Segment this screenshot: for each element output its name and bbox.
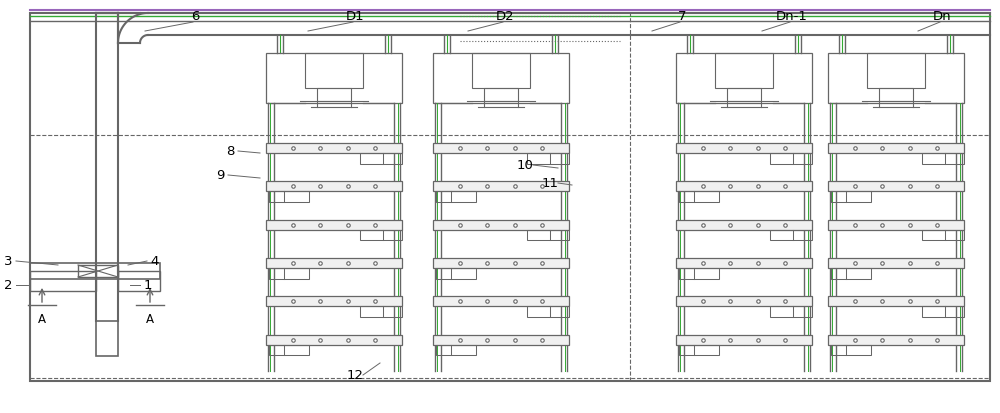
Text: 7: 7 xyxy=(678,10,686,24)
Bar xyxy=(828,335,964,345)
Bar xyxy=(266,258,402,268)
Bar xyxy=(831,192,871,202)
Bar xyxy=(433,144,569,154)
Bar xyxy=(527,154,569,164)
Text: Dn: Dn xyxy=(933,10,951,24)
Bar xyxy=(266,297,402,306)
Bar xyxy=(527,230,569,241)
Bar xyxy=(679,268,719,279)
Bar xyxy=(676,220,812,230)
Text: 6: 6 xyxy=(191,10,199,24)
Bar xyxy=(676,297,812,306)
Bar xyxy=(269,345,309,356)
Bar xyxy=(30,263,160,279)
Text: 8: 8 xyxy=(226,145,234,158)
Bar xyxy=(831,268,871,279)
Bar xyxy=(436,345,476,356)
Bar xyxy=(433,297,569,306)
Text: 12: 12 xyxy=(347,369,364,382)
Bar xyxy=(770,154,812,164)
Bar xyxy=(922,306,964,317)
Bar xyxy=(715,54,773,89)
Bar xyxy=(770,306,812,317)
Text: 3: 3 xyxy=(4,255,12,268)
Text: 10: 10 xyxy=(517,159,533,172)
Bar xyxy=(433,54,569,104)
Text: 4: 4 xyxy=(151,255,159,268)
Bar xyxy=(828,54,964,104)
Bar xyxy=(266,144,402,154)
Bar xyxy=(266,54,402,104)
Text: 11: 11 xyxy=(542,177,558,190)
Bar xyxy=(433,258,569,268)
Bar xyxy=(676,182,812,192)
Bar xyxy=(676,54,812,104)
Bar xyxy=(922,230,964,241)
Text: A: A xyxy=(146,313,154,326)
Bar xyxy=(436,268,476,279)
Text: D2: D2 xyxy=(496,10,514,24)
Bar xyxy=(879,89,913,101)
Bar xyxy=(676,258,812,268)
Bar xyxy=(269,268,309,279)
Bar xyxy=(484,89,518,101)
Bar xyxy=(96,321,118,356)
Bar xyxy=(30,14,990,381)
Bar xyxy=(269,192,309,202)
Bar xyxy=(266,335,402,345)
Bar xyxy=(828,144,964,154)
Text: 9: 9 xyxy=(216,169,224,182)
Bar xyxy=(831,345,871,356)
Bar xyxy=(828,258,964,268)
Bar xyxy=(433,182,569,192)
Bar xyxy=(433,220,569,230)
Text: Dn-1: Dn-1 xyxy=(776,10,808,24)
Bar xyxy=(305,54,363,89)
Bar xyxy=(770,230,812,241)
Bar xyxy=(828,220,964,230)
Bar xyxy=(266,220,402,230)
Bar xyxy=(30,271,96,291)
Bar xyxy=(727,89,761,101)
Bar xyxy=(527,306,569,317)
Bar xyxy=(867,54,925,89)
Bar xyxy=(317,89,351,101)
Bar xyxy=(828,297,964,306)
Bar xyxy=(828,182,964,192)
Bar xyxy=(436,192,476,202)
Bar xyxy=(922,154,964,164)
Bar xyxy=(679,345,719,356)
Text: 2: 2 xyxy=(4,279,12,292)
Bar xyxy=(676,335,812,345)
Text: 1: 1 xyxy=(144,279,152,292)
Bar xyxy=(360,306,402,317)
Text: A: A xyxy=(38,313,46,326)
Bar xyxy=(433,335,569,345)
Bar xyxy=(118,271,160,291)
Bar xyxy=(679,192,719,202)
Bar xyxy=(266,182,402,192)
Text: D1: D1 xyxy=(346,10,364,24)
Bar xyxy=(360,230,402,241)
Bar xyxy=(676,144,812,154)
Bar xyxy=(472,54,530,89)
Bar xyxy=(78,266,118,277)
Bar xyxy=(360,154,402,164)
